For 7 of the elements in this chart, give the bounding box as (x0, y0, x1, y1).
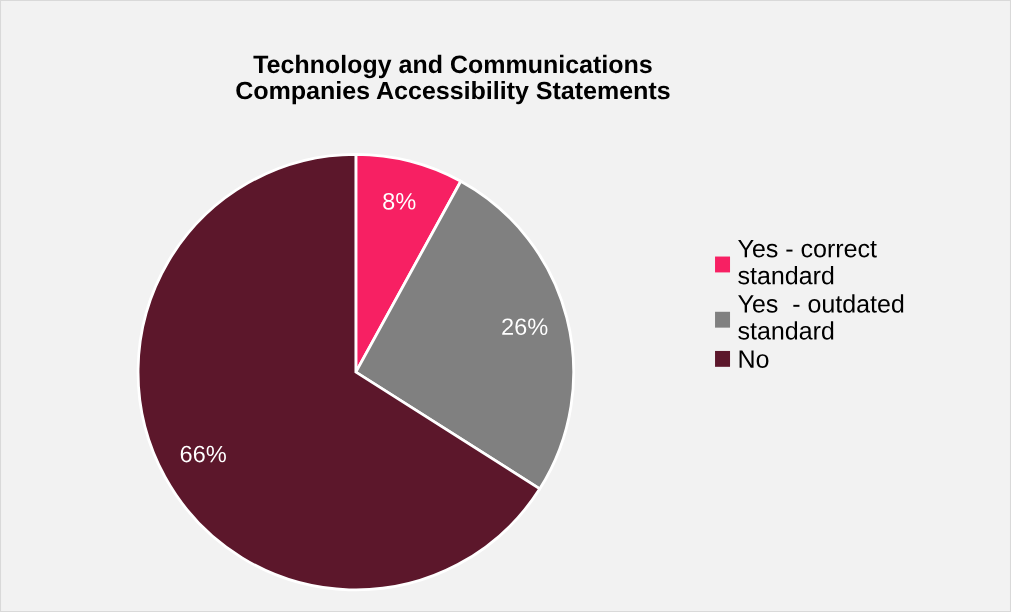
data-label: 8% (383, 192, 416, 210)
legend-label: No (739, 350, 769, 368)
legend-label: Yes - correct standard (738, 240, 877, 285)
chart-title: Technology and Communications Companies Accessibility Statements (236, 54, 670, 105)
data-label: 26% (502, 318, 548, 336)
legend-label: Yes - outdated standard (738, 294, 904, 340)
data-label: 66% (180, 445, 226, 463)
